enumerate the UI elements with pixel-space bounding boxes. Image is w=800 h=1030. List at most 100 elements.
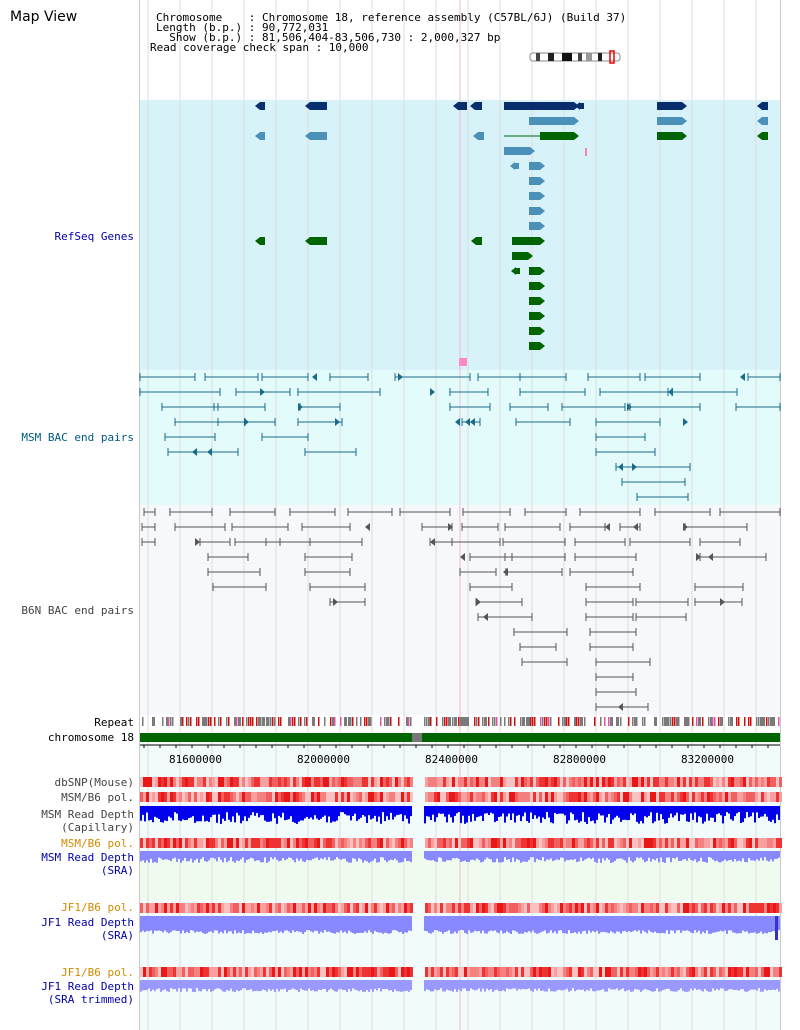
read-depth-bin <box>528 980 530 989</box>
polymorphism-bin <box>395 903 398 913</box>
read-depth-bin <box>140 806 142 821</box>
gene-feature[interactable] <box>529 297 540 305</box>
gene-feature[interactable] <box>529 222 540 230</box>
polymorphism-bin <box>158 777 161 787</box>
read-depth-bin <box>450 980 452 991</box>
read-depth-bin <box>260 806 262 816</box>
gene-feature[interactable] <box>504 147 530 155</box>
track-label-msm-bac[interactable]: MSM BAC end pairs <box>21 431 134 444</box>
polymorphism-bin <box>779 792 782 802</box>
read-depth-bin <box>204 980 206 990</box>
polymorphism-bin <box>260 777 263 787</box>
gene-feature[interactable] <box>516 268 520 274</box>
gene-feature[interactable] <box>529 192 540 200</box>
gene-feature[interactable] <box>512 252 528 260</box>
gene-feature[interactable] <box>529 282 540 290</box>
gene-feature[interactable] <box>580 103 584 109</box>
ideogram[interactable] <box>529 52 621 62</box>
polymorphism-bin <box>614 792 617 802</box>
gene-feature[interactable] <box>475 102 482 110</box>
read-depth-bin <box>262 851 264 863</box>
polymorphism-bin <box>722 838 725 848</box>
chromosome-bar[interactable] <box>140 733 780 742</box>
gene-feature[interactable] <box>529 342 540 350</box>
gene-feature[interactable] <box>540 132 574 140</box>
gene-feature[interactable] <box>310 132 327 140</box>
polymorphism-bin <box>368 792 371 802</box>
track-label-msm-b6-pol-sra[interactable]: MSM/B6 pol. <box>61 837 134 850</box>
gene-feature[interactable] <box>657 117 682 125</box>
polymorphism-bin <box>548 903 551 913</box>
gene-feature[interactable] <box>512 237 540 245</box>
polymorphism-bin <box>380 967 383 977</box>
track-label-dbsnp[interactable]: dbSNP(Mouse) <box>54 776 134 789</box>
gene-feature[interactable] <box>762 132 768 140</box>
gene-feature[interactable] <box>529 267 540 275</box>
track-label-jf1-b6-pol[interactable]: JF1/B6 pol. <box>61 901 134 914</box>
read-depth-bin <box>684 806 686 814</box>
read-depth-bin <box>624 980 626 992</box>
polymorphism-bin <box>515 967 518 977</box>
polymorphism-bin <box>374 967 377 977</box>
gene-feature[interactable] <box>476 237 482 245</box>
polymorphism-bin <box>485 838 488 848</box>
read-depth-bin <box>692 916 694 934</box>
gene-feature[interactable] <box>310 102 327 110</box>
polymorphism-bin <box>257 792 260 802</box>
gene-feature[interactable] <box>657 102 682 110</box>
gene-feature[interactable] <box>657 132 682 140</box>
read-depth-bin <box>146 980 148 991</box>
gene-arrow <box>757 102 762 110</box>
track-label-msm-depth-capillary[interactable]: MSM Read Depth <box>41 808 134 821</box>
read-depth-bin <box>596 916 598 931</box>
gene-feature[interactable] <box>529 207 540 215</box>
track-label-jf1-b6-pol-2[interactable]: JF1/B6 pol. <box>61 966 134 979</box>
read-depth-bin <box>490 980 492 990</box>
polymorphism-bin <box>569 777 572 787</box>
gene-feature[interactable] <box>260 237 265 245</box>
repeat-feature <box>642 717 644 726</box>
track-label-msm-depth-sra[interactable]: MSM Read Depth <box>41 851 134 864</box>
track-label-msm-b6-pol[interactable]: MSM/B6 pol. <box>61 791 134 804</box>
read-depth-bin <box>594 980 596 992</box>
read-depth-bin <box>618 851 620 859</box>
read-depth-bin <box>498 806 500 817</box>
gene-feature[interactable] <box>515 163 519 169</box>
gene-feature[interactable] <box>458 102 467 110</box>
polymorphism-bin <box>758 903 761 913</box>
gene-arrow <box>255 237 260 245</box>
read-depth-bin <box>662 916 664 933</box>
read-depth-bin <box>308 980 310 989</box>
track-label-jf1-depth-sra[interactable]: JF1 Read Depth <box>41 916 134 929</box>
read-depth-bin <box>656 806 658 813</box>
read-depth-bin <box>572 851 574 860</box>
read-depth-bin <box>516 980 518 991</box>
read-depth-bin <box>742 980 744 990</box>
gene-feature[interactable] <box>529 177 540 185</box>
gene-feature[interactable] <box>260 132 265 140</box>
polymorphism-bin <box>515 792 518 802</box>
read-depth-bin <box>746 980 748 992</box>
read-depth-bin <box>220 980 222 990</box>
read-depth-bin <box>678 980 680 990</box>
gene-feature[interactable] <box>529 327 540 335</box>
gene-feature[interactable] <box>529 312 540 320</box>
gene-feature[interactable] <box>762 102 768 110</box>
repeat-feature <box>558 717 560 726</box>
gene-feature[interactable] <box>260 102 265 110</box>
gene-feature[interactable] <box>478 132 484 140</box>
track-label-refseq[interactable]: RefSeq Genes <box>54 230 134 243</box>
gene-feature[interactable] <box>529 117 574 125</box>
gene-feature[interactable] <box>504 102 574 110</box>
gene-feature[interactable] <box>529 162 540 170</box>
gene-feature[interactable] <box>310 237 327 245</box>
read-depth-bin <box>424 916 426 931</box>
gene-feature[interactable] <box>762 117 768 125</box>
polymorphism-bin <box>530 838 533 848</box>
read-depth-bin <box>142 980 144 991</box>
track-label-jf1-depth-trimmed[interactable]: JF1 Read Depth <box>41 980 134 993</box>
read-depth-bin <box>516 916 518 932</box>
polymorphism-bin <box>638 777 641 787</box>
track-label-b6n-bac[interactable]: B6N BAC end pairs <box>21 604 134 617</box>
